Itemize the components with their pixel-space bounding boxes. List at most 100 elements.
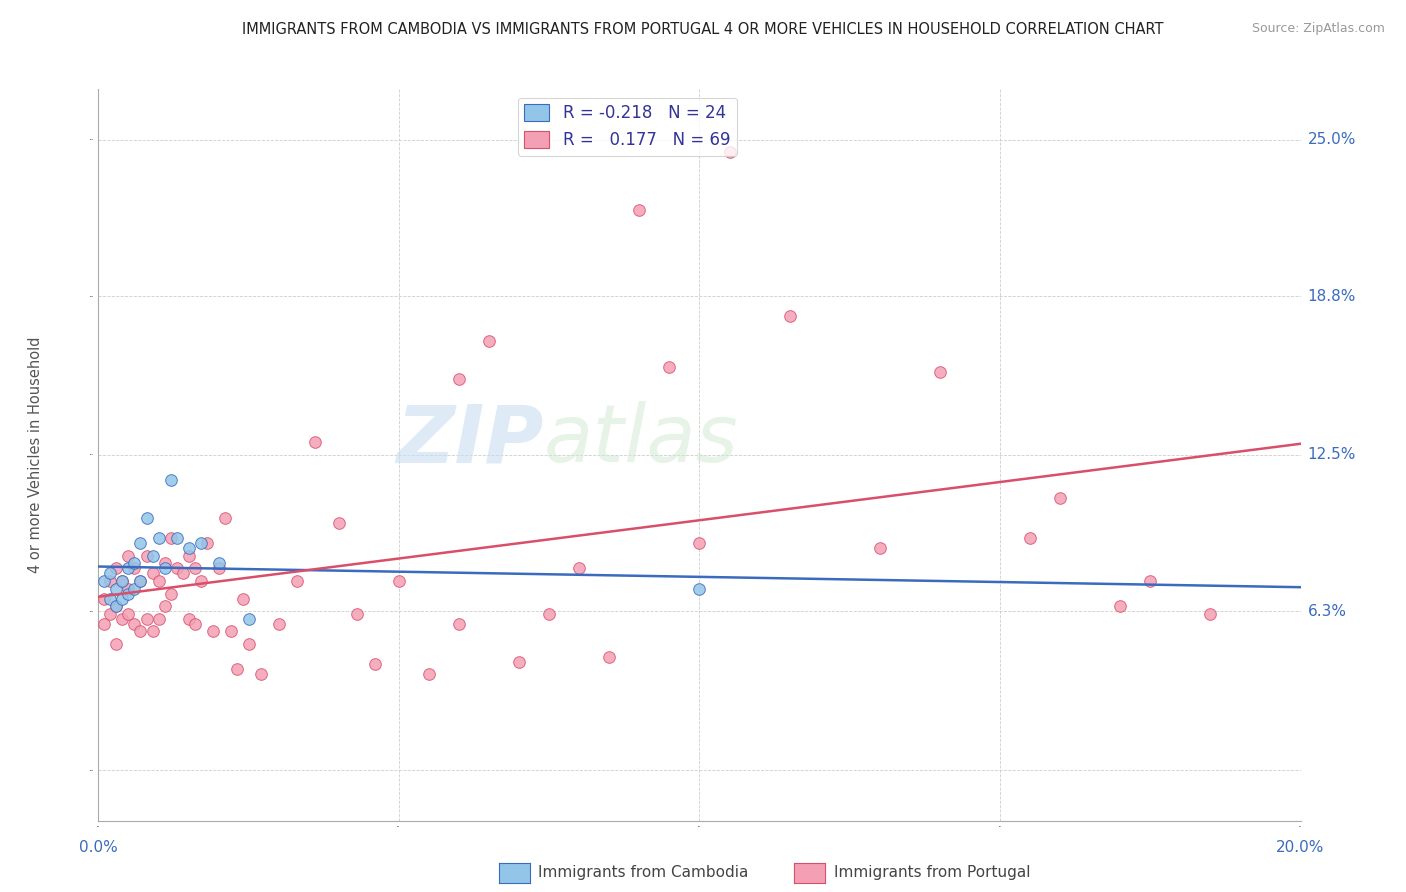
Point [135, 612, 157, 626]
Point [124, 557, 146, 571]
Text: ZIP: ZIP [396, 401, 543, 479]
Point [129, 624, 152, 639]
Point [159, 531, 181, 545]
Point [153, 561, 176, 575]
Point [105, 582, 128, 596]
Point [177, 541, 200, 556]
Point [153, 557, 176, 571]
Point [628, 203, 651, 218]
Point [148, 574, 170, 588]
Point [100, 574, 122, 588]
Point [153, 599, 176, 614]
Point [219, 624, 242, 639]
Point [141, 624, 163, 639]
Point [177, 549, 200, 563]
Point [135, 549, 157, 563]
Point [214, 511, 236, 525]
Point [159, 587, 181, 601]
Text: Immigrants from Cambodia: Immigrants from Cambodia [538, 865, 749, 880]
Point [249, 667, 271, 681]
Point [129, 536, 152, 550]
Point [159, 473, 181, 487]
Point [124, 582, 146, 596]
Point [598, 649, 620, 664]
Point [1139, 574, 1161, 588]
Point [447, 616, 470, 631]
Point [105, 561, 128, 575]
Text: 12.5%: 12.5% [1308, 448, 1355, 462]
Point [190, 536, 212, 550]
Point [658, 359, 681, 374]
Text: 25.0%: 25.0% [1308, 132, 1355, 147]
Point [225, 662, 247, 676]
Text: 0.0%: 0.0% [79, 840, 118, 855]
Point [447, 372, 470, 386]
Point [238, 637, 260, 651]
Text: 18.8%: 18.8% [1308, 288, 1355, 303]
Point [364, 657, 387, 672]
Point [195, 536, 218, 550]
Point [117, 561, 139, 575]
Point [117, 582, 139, 596]
Point [124, 561, 146, 575]
Point [1019, 531, 1042, 545]
Point [1049, 491, 1071, 505]
Point [538, 607, 561, 621]
Text: Source: ZipAtlas.com: Source: ZipAtlas.com [1251, 22, 1385, 36]
Point [93, 616, 115, 631]
Point [129, 574, 152, 588]
Point [148, 612, 170, 626]
Point [148, 531, 170, 545]
Point [141, 549, 163, 563]
Point [478, 334, 501, 349]
Point [135, 511, 157, 525]
Point [328, 516, 350, 530]
Point [117, 549, 139, 563]
Point [929, 365, 952, 379]
Point [201, 624, 224, 639]
Point [285, 574, 308, 588]
Point [105, 599, 128, 614]
Text: Immigrants from Portugal: Immigrants from Portugal [834, 865, 1031, 880]
Point [117, 587, 139, 601]
Text: 6.3%: 6.3% [1308, 604, 1347, 619]
Point [166, 531, 188, 545]
Point [105, 599, 128, 614]
Point [1199, 607, 1222, 621]
Point [105, 637, 128, 651]
Point [267, 616, 290, 631]
Point [190, 574, 212, 588]
Point [129, 574, 152, 588]
Legend: R = -0.218   N = 24, R =   0.177   N = 69: R = -0.218 N = 24, R = 0.177 N = 69 [517, 97, 737, 155]
Point [141, 566, 163, 581]
Point [208, 561, 231, 575]
Point [508, 655, 530, 669]
Point [183, 616, 205, 631]
Point [111, 574, 134, 588]
Point [111, 591, 134, 606]
Point [172, 566, 194, 581]
Point [208, 557, 231, 571]
Point [100, 607, 122, 621]
Point [183, 561, 205, 575]
Point [111, 574, 134, 588]
Point [93, 574, 115, 588]
Text: 20.0%: 20.0% [1277, 840, 1324, 855]
Text: IMMIGRANTS FROM CAMBODIA VS IMMIGRANTS FROM PORTUGAL 4 OR MORE VEHICLES IN HOUSE: IMMIGRANTS FROM CAMBODIA VS IMMIGRANTS F… [242, 22, 1164, 37]
Point [688, 582, 710, 596]
Point [388, 574, 411, 588]
Point [346, 607, 368, 621]
Point [93, 591, 115, 606]
Point [166, 561, 188, 575]
Point [688, 536, 710, 550]
Point [1109, 599, 1132, 614]
Point [718, 145, 741, 160]
Point [100, 566, 122, 581]
Point [238, 612, 260, 626]
Point [779, 309, 801, 323]
Point [568, 561, 591, 575]
Text: atlas: atlas [543, 401, 738, 479]
Point [232, 591, 254, 606]
Point [100, 591, 122, 606]
Point [124, 616, 146, 631]
